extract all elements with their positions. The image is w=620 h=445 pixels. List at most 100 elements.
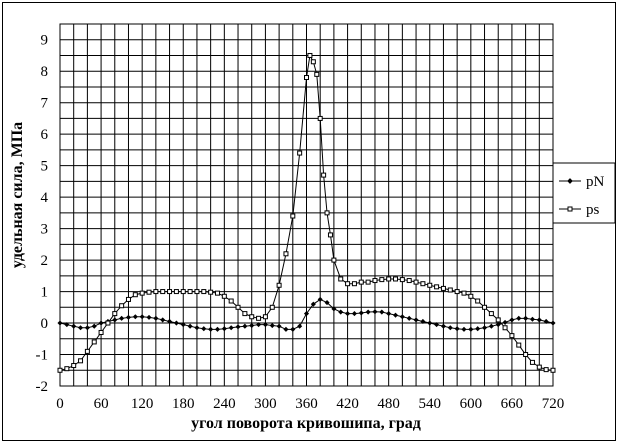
point-pN	[269, 323, 275, 329]
point-ps	[146, 289, 152, 295]
point-pN	[461, 326, 467, 332]
legend-box	[552, 162, 616, 224]
x-tick-label: 480	[377, 396, 400, 412]
y-tick-label: 9	[41, 33, 49, 49]
y-tick-label: -2	[36, 379, 49, 395]
point-ps	[482, 304, 488, 310]
point-ps	[543, 367, 549, 373]
point-ps	[304, 75, 309, 81]
point-ps	[228, 298, 234, 304]
point-pN	[297, 323, 303, 329]
point-pN	[475, 326, 481, 332]
point-ps	[440, 285, 446, 291]
point-pN	[379, 309, 385, 315]
point-ps	[307, 52, 313, 58]
point-ps	[529, 359, 535, 365]
point-ps	[345, 281, 351, 287]
point-pN	[310, 301, 316, 307]
series-layer	[57, 52, 556, 373]
point-ps	[125, 296, 131, 302]
point-pN	[187, 323, 193, 329]
point-pN	[406, 315, 412, 321]
point-pN	[290, 326, 296, 332]
point-pN	[132, 314, 138, 320]
point-pN	[413, 317, 419, 323]
point-ps	[269, 304, 275, 310]
x-tick-label: 420	[336, 396, 359, 412]
point-pN	[434, 322, 440, 328]
point-pN	[529, 316, 536, 322]
point-pN	[160, 317, 166, 323]
point-pN	[146, 314, 152, 320]
point-pN	[420, 318, 426, 325]
point-pN	[365, 309, 371, 315]
point-ps	[351, 281, 357, 287]
point-pN	[331, 306, 337, 312]
point-pN	[91, 323, 97, 329]
point-ps	[413, 279, 419, 285]
point-pN	[392, 312, 399, 318]
point-ps	[105, 320, 111, 326]
point-ps	[194, 289, 200, 295]
legend-label-ps: ps	[586, 202, 600, 218]
point-pN	[242, 323, 248, 329]
point-ps	[290, 213, 296, 219]
point-ps	[276, 282, 282, 288]
point-ps	[256, 315, 262, 321]
point-pN	[351, 311, 357, 317]
y-tick-label: 2	[41, 253, 49, 269]
point-ps	[393, 276, 399, 282]
point-pN	[481, 325, 488, 331]
x-tick-label: 720	[542, 396, 565, 412]
point-ps	[406, 278, 412, 284]
y-axis-title: удельная сила, МПа	[9, 122, 26, 268]
point-pN	[440, 323, 446, 329]
point-ps	[119, 303, 125, 309]
point-ps	[502, 325, 508, 331]
point-ps	[327, 232, 333, 238]
point-ps	[358, 279, 364, 285]
point-pN	[399, 314, 405, 320]
legend-marker-pN	[567, 178, 573, 184]
point-ps	[167, 289, 173, 295]
point-pN	[180, 322, 186, 328]
point-pN	[372, 309, 378, 315]
y-tick-label: 1	[41, 285, 49, 301]
point-ps	[317, 115, 323, 121]
point-ps	[310, 59, 316, 65]
x-tick-label: 240	[213, 396, 236, 412]
point-pN	[208, 326, 214, 332]
point-pN	[495, 322, 501, 328]
point-ps	[235, 304, 241, 310]
point-ps	[84, 348, 90, 354]
point-ps	[283, 251, 289, 257]
point-pN	[283, 326, 289, 332]
point-pN	[201, 326, 207, 332]
y-tick-label: 4	[41, 190, 49, 206]
point-ps	[475, 298, 481, 304]
x-tick-label: 600	[460, 396, 483, 412]
point-ps	[78, 358, 84, 364]
point-ps	[153, 289, 159, 295]
point-pN	[516, 315, 522, 321]
point-ps	[516, 342, 522, 348]
point-pN	[228, 325, 234, 331]
point-pN	[98, 320, 104, 326]
point-ps	[297, 150, 303, 156]
point-pN	[153, 315, 159, 321]
point-ps	[454, 289, 460, 295]
point-ps	[488, 311, 494, 317]
point-ps	[386, 276, 392, 282]
point-pN	[454, 326, 460, 332]
point-pN	[502, 319, 508, 325]
point-ps	[173, 289, 179, 295]
point-pN	[194, 325, 200, 331]
x-axis-title: угол поворота кривошипа, град	[191, 415, 421, 432]
point-pN	[256, 322, 262, 328]
point-ps	[208, 289, 214, 295]
point-pN	[173, 320, 179, 326]
point-pN	[167, 318, 173, 325]
point-ps	[427, 282, 433, 288]
point-ps	[64, 366, 70, 372]
y-tick-label: 0	[41, 316, 49, 332]
